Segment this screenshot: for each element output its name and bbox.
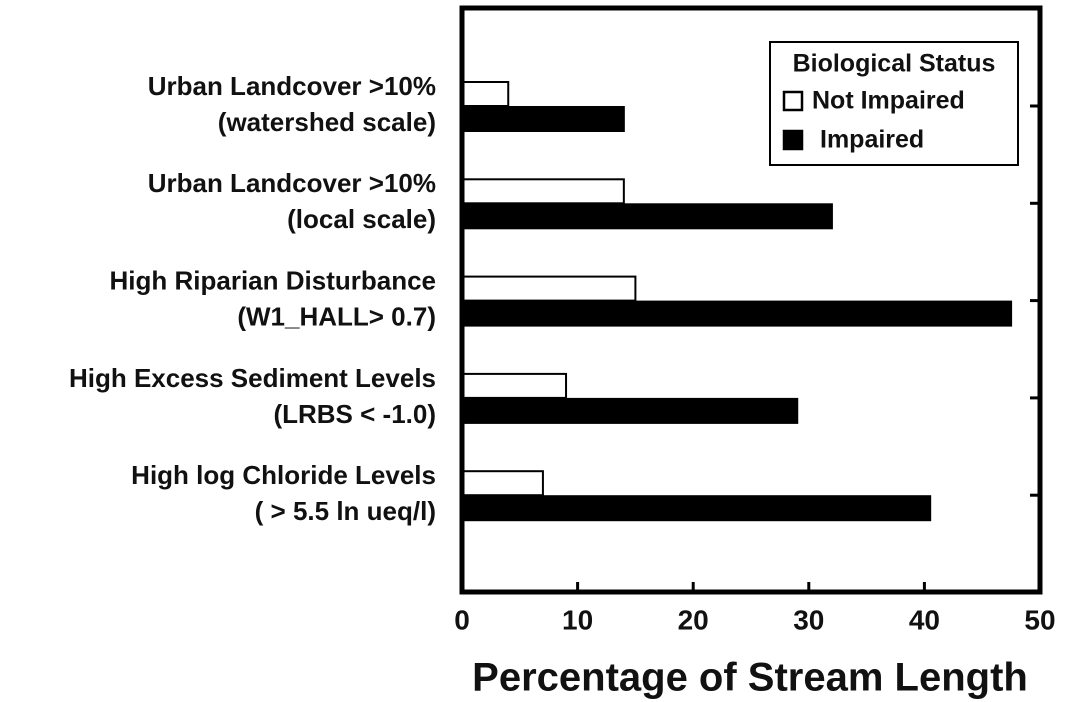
bar <box>461 300 1013 327</box>
bar <box>461 178 625 205</box>
x-axis-title: Percentage of Stream Length <box>472 656 1028 700</box>
y-tick-label: (LRBS < -1.0) <box>273 399 436 429</box>
x-tick-label: 30 <box>793 604 824 635</box>
y-tick-label: (local scale) <box>287 204 436 234</box>
bar <box>461 372 568 399</box>
legend-swatch <box>782 90 804 112</box>
legend-box <box>769 41 1019 166</box>
legend-swatch <box>782 129 804 151</box>
legend-label: Impaired <box>820 126 924 154</box>
y-tick-label: High log Chloride Levels <box>131 460 436 490</box>
legend-label: Not Impaired <box>812 87 965 115</box>
bar <box>461 81 510 107</box>
bar <box>461 106 625 132</box>
bar <box>461 495 932 522</box>
y-tick-label: ( > 5.5 ln ueq/l) <box>255 496 436 526</box>
legend-title: Biological Status <box>793 50 996 78</box>
x-tick-label: 40 <box>909 604 940 635</box>
plot-frame <box>459 5 1043 595</box>
y-tick-label: (watershed scale) <box>218 107 436 137</box>
x-tick-label: 50 <box>1024 604 1055 635</box>
legend: Biological Status Not Impaired Impaired <box>769 41 1019 166</box>
y-tick-label: (W1_HALL> 0.7) <box>237 301 436 331</box>
bar <box>461 275 637 302</box>
y-tick-label: High Excess Sediment Levels <box>69 363 436 393</box>
x-tick-label: 10 <box>562 604 593 635</box>
x-tick-label: 20 <box>678 604 709 635</box>
y-tick-label: High Riparian Disturbance <box>110 265 437 295</box>
y-tick-label: Urban Landcover >10% <box>148 71 436 101</box>
bar <box>461 397 799 424</box>
y-tick-label: Urban Landcover >10% <box>148 168 436 198</box>
bar <box>461 203 833 230</box>
bar <box>461 470 544 497</box>
x-tick-label: 0 <box>454 604 470 635</box>
